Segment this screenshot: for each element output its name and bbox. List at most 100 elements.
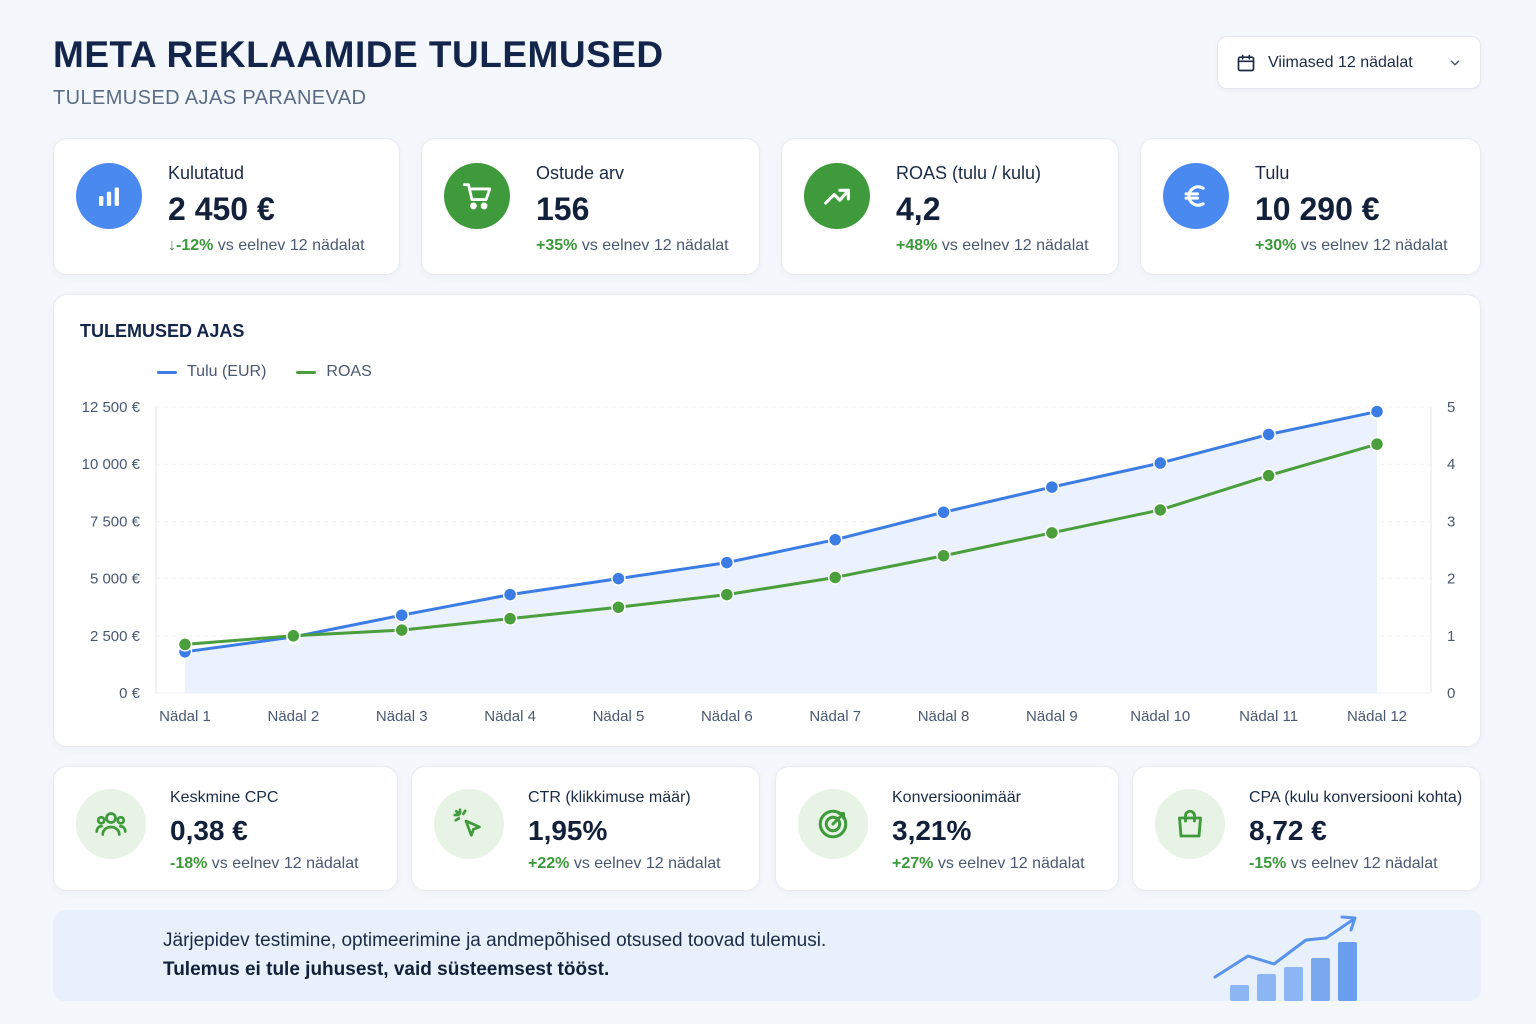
revenue-point — [827, 532, 843, 547]
metric-change-pct: -15% — [1249, 855, 1287, 872]
kpi-change: +35% vs eelnev 12 nädalat — [536, 237, 729, 255]
revenue-point — [719, 555, 735, 570]
legend-swatch-roas — [296, 370, 317, 374]
kpi-change-suffix: vs eelnev 12 nädalat — [937, 237, 1089, 254]
revenue-point — [394, 607, 409, 623]
metric-value: 8,72 € — [1249, 815, 1327, 846]
roas-point — [719, 587, 735, 602]
x-tick-label: Nädal 7 — [809, 708, 861, 725]
metric-card-cpa: CPA (kulu konversiooni kohta) 8,72 € -15… — [1132, 766, 1481, 891]
y-left-tick-label: 7 500 € — [90, 513, 141, 530]
roas-line — [184, 442, 1378, 646]
y-right-tick-label: 2 — [1447, 571, 1455, 588]
metric-card-cpc: Keskmine CPC 0,38 € -18% vs eelnev 12 nä… — [53, 766, 398, 891]
chart-title: TULEMUSED AJAS — [80, 321, 245, 341]
cursor-click-icon — [434, 789, 504, 859]
metric-change-pct: +27% — [892, 855, 934, 872]
x-tick-label: Nädal 1 — [159, 708, 211, 725]
metric-change-pct: +22% — [528, 855, 570, 872]
results-chart-card: TULEMUSED AJAS Tulu (EUR) ROAS 0 €2 500 … — [53, 294, 1481, 747]
kpi-label: Ostude arv — [536, 163, 625, 183]
roas-point — [177, 637, 193, 652]
metric-label: CPA (kulu konversiooni kohta) — [1249, 789, 1463, 806]
x-tick-label: Nädal 8 — [918, 708, 970, 725]
y-left-tick-label: 0 € — [119, 685, 141, 702]
metric-change: -15% vs eelnev 12 nädalat — [1249, 855, 1438, 873]
insight-banner: Järjepidev testimine, optimeerimine ja a… — [53, 910, 1481, 1001]
y-left-tick-label: 5 000 € — [90, 571, 141, 588]
revenue-point — [611, 571, 626, 586]
users-icon — [76, 789, 146, 859]
kpi-label: Kulutatud — [168, 163, 245, 183]
metric-change: +22% vs eelnev 12 nädalat — [528, 855, 721, 873]
y-right-tick-label: 4 — [1447, 456, 1455, 473]
roas-point — [394, 622, 409, 638]
metric-change: +27% vs eelnev 12 nädalat — [892, 855, 1085, 873]
y-right-tick-label: 0 — [1447, 685, 1455, 702]
euro-icon — [1163, 163, 1229, 229]
metric-change: -18% vs eelnev 12 nädalat — [170, 855, 359, 873]
y-left-tick-label: 2 500 € — [90, 628, 141, 645]
x-tick-label: Nädal 4 — [484, 708, 536, 725]
kpi-change: ↓-12% vs eelnev 12 nädalat — [168, 237, 365, 255]
banner-line-2: Tulemus ei tule juhusest, vaid süsteemse… — [163, 959, 610, 980]
y-left-tick-label: 10 000 € — [82, 456, 141, 473]
y-right-tick-label: 1 — [1447, 628, 1455, 645]
x-tick-label: Nädal 10 — [1130, 708, 1190, 725]
roas-point — [1261, 468, 1276, 483]
calendar-icon — [1237, 54, 1255, 71]
legend-label: ROAS — [326, 363, 372, 380]
x-tick-label: Nädal 6 — [701, 708, 753, 725]
x-tick-label: Nädal 9 — [1026, 708, 1078, 725]
x-tick-label: Nädal 12 — [1347, 708, 1407, 725]
x-tick-label: Nädal 11 — [1239, 708, 1298, 725]
legend-swatch-revenue — [157, 370, 177, 374]
revenue-point — [1153, 455, 1168, 471]
y-left-tick-label: 12 500 € — [82, 399, 141, 416]
banner-line-1: Järjepidev testimine, optimeerimine ja a… — [163, 930, 827, 951]
kpi-change-suffix: vs eelnev 12 nädalat — [1296, 237, 1448, 254]
kpi-change-suffix: vs eelnev 12 nädalat — [213, 237, 365, 254]
bar-chart-icon — [76, 163, 142, 229]
roas-point — [502, 611, 518, 626]
y-right-tick-label: 3 — [1447, 513, 1455, 530]
y-right-tick-label: 5 — [1447, 399, 1455, 416]
metric-label: Konversioonimäär — [892, 789, 1021, 806]
kpi-label: Tulu — [1255, 163, 1290, 183]
metric-label: Keskmine CPC — [170, 789, 279, 806]
revenue-point — [1044, 479, 1060, 495]
page-title: META REKLAAMIDE TULEMUSED — [53, 34, 664, 75]
kpi-label: ROAS (tulu / kulu) — [896, 163, 1042, 183]
kpi-card-revenue: Tulu 10 290 € +30% vs eelnev 12 nädalat — [1140, 138, 1481, 275]
roas-point — [1369, 436, 1385, 452]
page-subtitle: TULEMUSED AJAS PARANEVAD — [53, 87, 367, 109]
date-range-label: Viimased 12 nädalat — [1268, 53, 1413, 71]
chevron-down-icon — [1450, 60, 1460, 65]
metric-value: 0,38 € — [170, 815, 248, 846]
kpi-change-pct: +35% — [536, 237, 578, 254]
date-range-select[interactable]: Viimased 12 nädalat — [1217, 36, 1481, 89]
kpi-change: +30% vs eelnev 12 nädalat — [1255, 237, 1448, 255]
metric-value: 3,21% — [892, 815, 972, 846]
revenue-point — [502, 587, 518, 602]
metric-change-pct: -18% — [170, 855, 208, 872]
kpi-card-purchases: Ostude arv 156 +35% vs eelnev 12 nädalat — [421, 138, 760, 275]
kpi-change: +48% vs eelnev 12 nädalat — [896, 237, 1089, 255]
chart-legend: Tulu (EUR) ROAS — [157, 363, 372, 381]
kpi-card-roas: ROAS (tulu / kulu) 4,2 +48% vs eelnev 12… — [781, 138, 1119, 275]
line-chart: 0 € 2 500 € 5 000 € 7 500 € 10 000 € 12 500 €… — [82, 399, 1456, 725]
shopping-bag-icon — [1155, 789, 1225, 859]
kpi-change-pct: ↓-12% — [168, 237, 214, 254]
target-icon — [798, 789, 868, 859]
x-tick-label: Nädal 3 — [376, 708, 428, 725]
metric-label: CTR (klikkimuse määr) — [528, 789, 691, 806]
revenue-point — [936, 504, 951, 520]
metric-change-suffix: vs eelnev 12 nädalat — [933, 855, 1085, 872]
metric-change-suffix: vs eelnev 12 nädalat — [207, 855, 359, 872]
roas-point — [936, 548, 951, 563]
x-tick-label: Nädal 2 — [268, 708, 320, 725]
cart-icon — [444, 163, 510, 229]
revenue-point — [1261, 427, 1276, 442]
roas-point — [1044, 525, 1060, 541]
roas-point — [611, 599, 626, 615]
